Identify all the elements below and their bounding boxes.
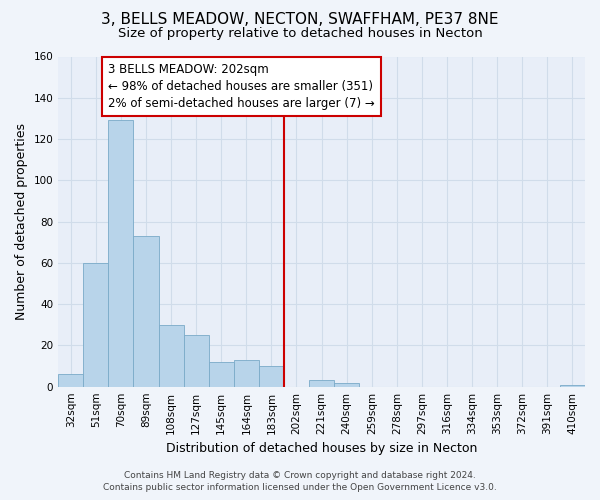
Bar: [560, 384, 585, 386]
Bar: [133, 236, 158, 386]
Text: 3 BELLS MEADOW: 202sqm
← 98% of detached houses are smaller (351)
2% of semi-det: 3 BELLS MEADOW: 202sqm ← 98% of detached…: [109, 62, 375, 110]
Bar: [184, 335, 209, 386]
Text: Contains HM Land Registry data © Crown copyright and database right 2024.
Contai: Contains HM Land Registry data © Crown c…: [103, 471, 497, 492]
Y-axis label: Number of detached properties: Number of detached properties: [15, 123, 28, 320]
Bar: [83, 263, 109, 386]
Bar: [58, 374, 83, 386]
Bar: [309, 380, 334, 386]
Bar: [234, 360, 259, 386]
Bar: [109, 120, 133, 386]
Text: Size of property relative to detached houses in Necton: Size of property relative to detached ho…: [118, 28, 482, 40]
Bar: [158, 325, 184, 386]
X-axis label: Distribution of detached houses by size in Necton: Distribution of detached houses by size …: [166, 442, 477, 455]
Text: 3, BELLS MEADOW, NECTON, SWAFFHAM, PE37 8NE: 3, BELLS MEADOW, NECTON, SWAFFHAM, PE37 …: [101, 12, 499, 28]
Bar: [334, 382, 359, 386]
Bar: [209, 362, 234, 386]
Bar: [259, 366, 284, 386]
